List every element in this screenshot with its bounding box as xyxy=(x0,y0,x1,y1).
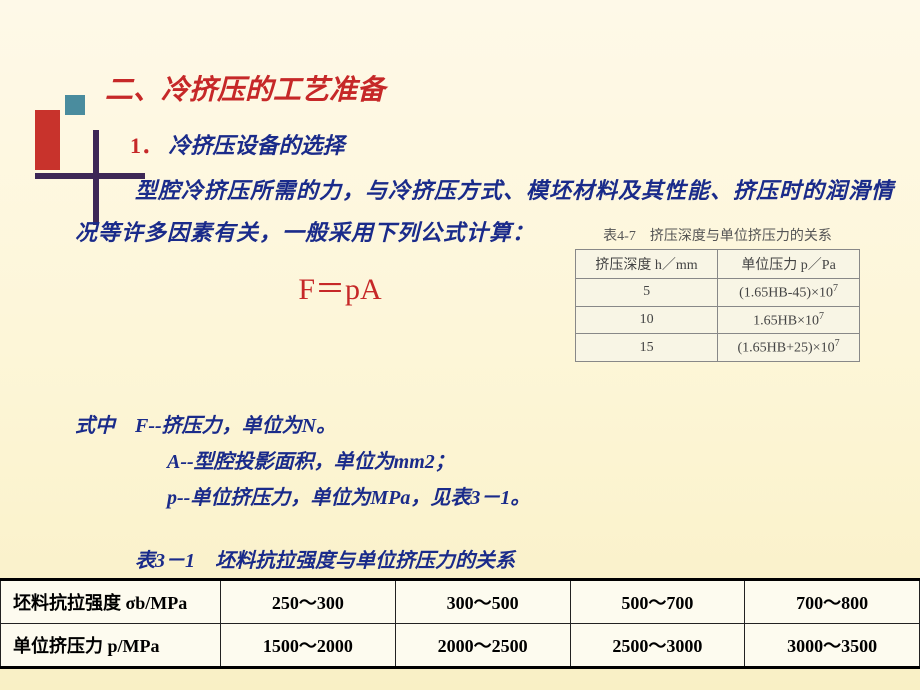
table31-cell: 250～300 xyxy=(221,580,396,624)
table47-h1: 挤压深度 h／mm xyxy=(576,250,718,279)
table31: 坯料抗拉强度 σb/MPa 250～300 300～500 500～700 70… xyxy=(0,578,920,669)
table31-cell: 700～800 xyxy=(745,580,920,624)
table31-cell: 3000～3500 xyxy=(745,624,920,668)
table47-c: 5 xyxy=(576,279,718,307)
table-row: 单位挤压力 p/MPa 1500～2000 2000～2500 2500～300… xyxy=(1,624,920,668)
table-row: 坯料抗拉强度 σb/MPa 250～300 300～500 500～700 70… xyxy=(1,580,920,624)
cell-text: (1.65HB-45)×10 xyxy=(739,286,833,301)
table31-cell: 2000～2500 xyxy=(395,624,570,668)
section-title: 二、冷挤压的工艺准备 xyxy=(105,68,905,108)
superscript-7: 7 xyxy=(833,283,838,294)
superscript-7: 7 xyxy=(835,338,840,349)
def-a: A--型腔投影面积，单位为mm2； xyxy=(167,444,905,480)
table47-wrap: 表4-7 挤压深度与单位挤压力的关系 挤压深度 h／mm 单位压力 p／Pa 5… xyxy=(575,225,860,362)
table47-c: 1.65HB×107 xyxy=(718,306,860,334)
table31-cell: 300～500 xyxy=(395,580,570,624)
table31-cell: 1500～2000 xyxy=(221,624,396,668)
subsection-number: 1． xyxy=(130,133,163,158)
cell-text: 单位挤压力 p/MPa xyxy=(13,636,160,656)
table31-row2-label: 单位挤压力 p/MPa xyxy=(1,624,221,668)
table31-cell: 500～700 xyxy=(570,580,745,624)
table-row: 10 1.65HB×107 xyxy=(576,306,860,334)
table47: 挤压深度 h／mm 单位压力 p／Pa 5 (1.65HB-45)×107 10… xyxy=(575,249,860,362)
table47-c: 15 xyxy=(576,334,718,362)
table47-h2: 单位压力 p／Pa xyxy=(718,250,860,279)
subsection-label: 冷挤压设备的选择 xyxy=(169,133,345,158)
formula: F＝pA xyxy=(75,264,605,308)
formula-definitions: 式中 F--挤压力，单位为N。 A--型腔投影面积，单位为mm2； p--单位挤… xyxy=(75,408,905,516)
table31-title: 表3－1 坯料抗拉强度与单位挤压力的关系 xyxy=(135,544,905,573)
superscript-7: 7 xyxy=(819,311,824,322)
def-p: p--单位挤压力，单位为MPa，见表3－1。 xyxy=(167,480,905,516)
cell-text: (1.65HB+25)×10 xyxy=(738,341,835,356)
table47-c: (1.65HB-45)×107 xyxy=(718,279,860,307)
table47-c: (1.65HB+25)×107 xyxy=(718,334,860,362)
table31-cell: 2500～3000 xyxy=(570,624,745,668)
def-f: 式中 F--挤压力，单位为N。 xyxy=(75,408,905,444)
table-row: 5 (1.65HB-45)×107 xyxy=(576,279,860,307)
table47-header-row: 挤压深度 h／mm 单位压力 p／Pa xyxy=(576,250,860,279)
decoration-red-block xyxy=(35,110,60,170)
table47-title: 表4-7 挤压深度与单位挤压力的关系 xyxy=(575,225,860,245)
cell-text: 1.65HB×10 xyxy=(753,313,819,328)
table47-c: 10 xyxy=(576,306,718,334)
table31-row1-label: 坯料抗拉强度 σb/MPa xyxy=(1,580,221,624)
table-row: 15 (1.65HB+25)×107 xyxy=(576,334,860,362)
cell-text: 坯料抗拉强度 σb/MPa xyxy=(13,593,187,613)
subsection-heading: 1． 冷挤压设备的选择 xyxy=(130,128,905,160)
